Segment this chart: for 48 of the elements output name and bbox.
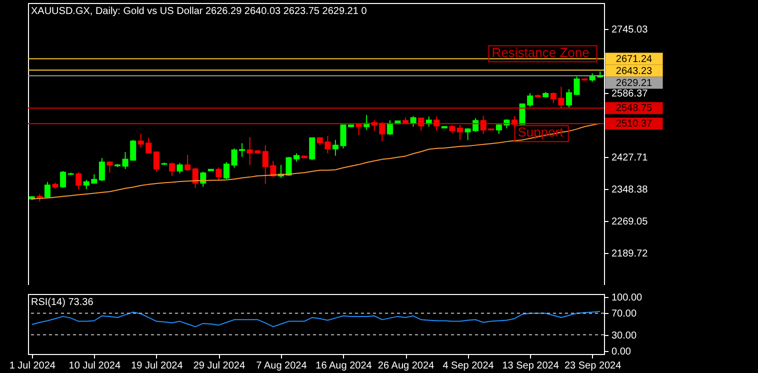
y-tick-label: 30.00: [612, 330, 637, 342]
x-tick-label: 23 Sep 2024: [564, 360, 622, 372]
x-tick-label: 29 Jul 2024: [193, 360, 246, 372]
y-tick-label: 2745.03: [612, 24, 648, 36]
annotation: Resistance Zone: [492, 44, 590, 60]
x-tick-label: 16 Aug 2024: [316, 360, 372, 372]
x-tick-label: 1 Jul 2024: [9, 360, 56, 372]
ref-line-label: 2629.21: [616, 78, 653, 89]
chart-title: XAUUSD.GX, Daily: Gold vs US Dollar 2626.29 2640.03 2623.75 2629.21 0: [31, 6, 368, 17]
x-tick-label: 19 Jul 2024: [131, 360, 184, 372]
x-tick-label: 4 Sep 2024: [442, 360, 494, 372]
x-tick-label: 10 Jul 2024: [68, 360, 121, 372]
x-tick-label: 26 Aug 2024: [378, 360, 435, 372]
ref-line-label: 2510.37: [616, 118, 653, 130]
line-series: [31, 310, 601, 328]
candlestick: [184, 154, 191, 172]
y-tick-label: 2269.05: [612, 216, 648, 228]
y-tick-label: 70.00: [612, 308, 637, 320]
y-tick-label: 2586.37: [612, 88, 648, 100]
candlestick: [169, 162, 175, 176]
candlestick: [44, 181, 50, 198]
candlestick: [60, 170, 66, 188]
candlestick: [309, 137, 316, 161]
candlestick: [566, 88, 572, 108]
ref-line-label: 2548.75: [616, 103, 653, 114]
y-tick-label: 100.00: [612, 292, 643, 304]
candlestick: [200, 171, 206, 188]
candlestick: [223, 162, 230, 180]
ref-line-label: 2671.24: [616, 54, 653, 65]
line-series: [31, 122, 601, 200]
y-tick-label: 2189.72: [612, 248, 648, 260]
y-tick-label: 2348.38: [612, 184, 648, 196]
annotation: Support: [518, 124, 564, 140]
candlestick: [457, 124, 463, 140]
ref-line-label: 2643.23: [616, 66, 653, 77]
candlestick: [216, 166, 222, 180]
candlestick: [192, 167, 198, 188]
chart-title: RSI(14) 73.36: [31, 297, 94, 308]
y-tick-label: 0.00: [612, 346, 632, 358]
candlestick: [176, 162, 183, 174]
candlestick: [98, 158, 105, 182]
candlestick: [153, 152, 160, 172]
candlestick: [574, 76, 580, 96]
x-tick-label: 13 Sep 2024: [502, 360, 560, 372]
candlestick: [76, 172, 82, 190]
y-tick-label: 2427.71: [612, 152, 648, 164]
x-tick-label: 7 Aug 2024: [256, 360, 308, 372]
candlestick: [418, 118, 424, 132]
